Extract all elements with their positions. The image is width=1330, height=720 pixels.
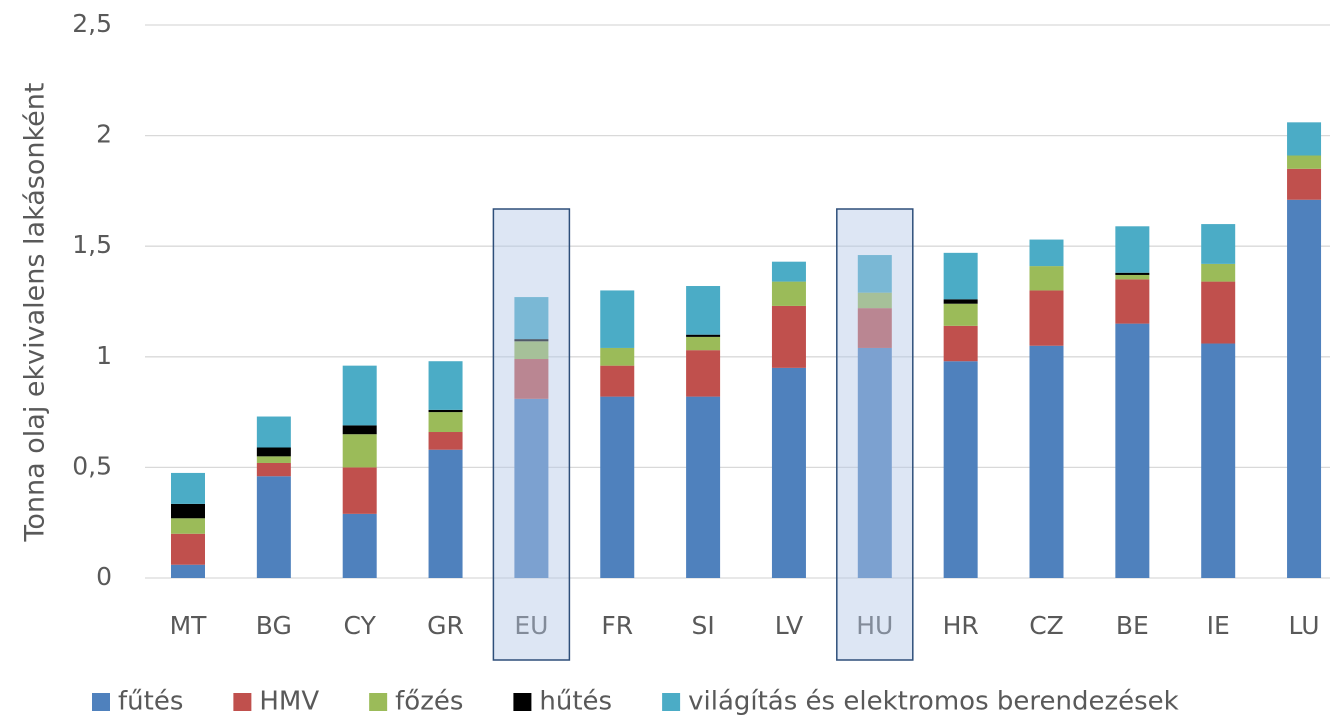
bar-segment [771,281,806,306]
bar-segment [1201,343,1236,578]
bar-segment [600,290,635,348]
bar-segment [428,361,463,410]
x-tick-label: MT [170,611,208,640]
x-tick-label: BG [256,611,292,640]
bar-segment [1201,263,1236,282]
y-tick-label: 2 [96,120,112,149]
bar-segment [1029,290,1064,346]
bar-segment [514,341,549,360]
y-tick-label: 0,5 [72,451,112,480]
bar-segment [857,347,892,578]
legend-label: hűtés [539,687,612,717]
bar-segment [600,396,635,578]
bar-segment [1029,239,1064,267]
bar-segment [600,365,635,397]
bar-segment [1115,279,1150,324]
bar-segment [943,361,978,578]
x-tick-label: LU [1289,611,1320,640]
bar-segment [686,286,721,335]
bar-segment [771,261,806,282]
bar-segment [1029,266,1064,291]
y-tick-label: 2,5 [72,9,112,38]
bar-segment [342,434,377,468]
bar-segment [256,476,291,578]
bar-segment [514,297,549,340]
bar-segment [1029,345,1064,578]
bar-segment [171,503,205,519]
bar-segment [256,456,291,463]
bar-segment [686,396,721,578]
bar-segment [514,339,549,342]
y-tick-label: 0 [96,562,112,591]
bar-segment [171,518,205,534]
bar-segment [686,350,721,397]
highlight-box [836,208,914,661]
bar-segment [1287,155,1322,169]
bar-segment [771,305,806,368]
bar-segment [857,292,892,309]
bar-segment [256,462,291,477]
bar-segment [1115,323,1150,578]
bar-segment [1201,224,1236,264]
bar-segment [342,425,377,435]
y-tick-label: 1 [96,341,112,370]
x-tick-label: IE [1207,611,1230,640]
bar-segment [514,359,549,399]
legend-label: HMV [259,687,319,717]
bar-segment [1287,168,1322,200]
x-tick-label: EU [514,611,548,640]
bar-segment [428,432,463,450]
legend-label: fűtés [118,687,183,717]
y-tick-label: 1,5 [72,230,112,259]
bar-segment [1115,274,1150,280]
legend-swatch [92,693,110,711]
highlight-box [492,208,571,661]
bar-segment [1287,122,1322,156]
bar-segment [428,412,463,433]
bar-segment [256,447,291,457]
bar-segment [1115,272,1150,275]
bar-segment [1201,281,1236,344]
x-tick-label: CY [344,611,377,640]
bar-segment [256,416,291,448]
legend-swatch [233,693,252,711]
bar-segment [342,365,377,426]
x-tick-label: BE [1116,611,1149,640]
legend-swatch [369,693,388,711]
bar-segment [943,299,978,304]
x-tick-label: SI [691,611,714,640]
bar-segment [428,449,463,578]
bar-segment [171,564,205,578]
bar-segment [686,334,721,337]
legend-swatch [662,693,681,711]
bar-segment [171,533,205,565]
y-axis-label: Tonna olaj ekvivalens lakásonként [20,83,51,543]
bar-segment [1115,226,1150,273]
bar-segment [1287,199,1322,579]
bar-segment [943,325,978,362]
x-tick-label: GR [427,611,464,640]
legend-swatch [513,693,532,711]
bar-segment [428,409,463,413]
x-tick-label: HU [856,611,893,640]
bar-segment [943,252,978,300]
bar-segment [171,472,205,504]
x-tick-label: HR [943,611,979,640]
legend-label: főzés [395,687,463,717]
bar-segment [857,255,892,293]
bar-segment [342,513,377,578]
bar-segment [342,467,377,514]
legend-label: világítás és elektromos berendezések [688,687,1179,717]
bar-segment [686,336,721,351]
bar-segment [514,398,549,578]
bar-segment [600,347,635,366]
bar-segment [857,308,892,348]
x-tick-label: LV [775,611,803,640]
bar-segment [771,367,806,578]
bar-segment [943,303,978,326]
x-tick-label: CZ [1029,611,1064,640]
x-tick-label: FR [601,611,633,640]
